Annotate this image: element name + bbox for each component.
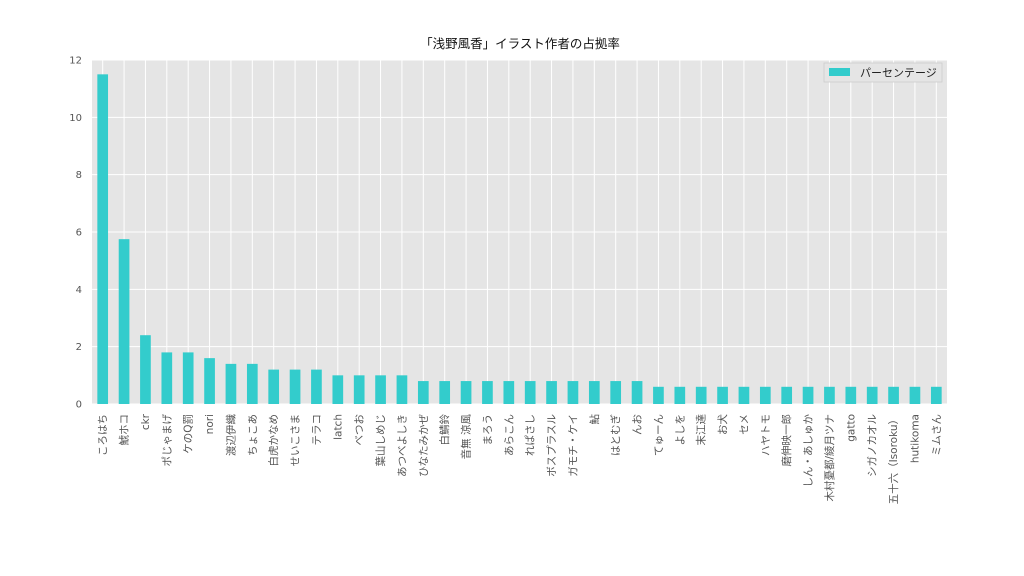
bar [460,381,472,404]
x-tick-label: hutikoma [909,414,921,463]
bar [631,381,643,404]
x-tick-label: 木村憂都/綾月ツナ [823,414,836,502]
bar [246,363,258,404]
bar [182,352,194,404]
x-tick-label: ボスプラスル [546,414,558,477]
bar [353,375,365,404]
bar [482,381,493,404]
x-tick-label: 渡辺伊織 [224,414,237,456]
bar [759,386,771,404]
bar [674,386,686,404]
bar [695,386,707,404]
x-tick-label: ミムさん [931,414,943,456]
bar [546,381,557,404]
x-tick-label: テラコ [311,414,323,446]
x-tick-label: れぱさし [525,414,537,456]
x-tick-label: 白虎かなめ [267,414,280,467]
bar [866,386,878,404]
x-tick-label: ころはち [97,414,109,456]
bar [610,381,622,404]
bar [161,352,173,404]
x-axis-ticks: ころはち 鯱ホコ ckr ポじゃまげ ケのQ罰 nori 渡辺伊織 ちょこあ 白虎かなめ せいこさ… [97,413,943,504]
x-tick-label: よしを [674,414,686,446]
x-tick-label: お犬 [716,414,729,435]
x-tick-label: nori [204,414,216,434]
bar [781,386,793,404]
bar [204,358,215,404]
bar [824,386,835,404]
bar [930,386,942,404]
bar [289,369,301,404]
x-tick-label: 鯱ホコ [118,414,131,446]
legend: パーセンテージ [823,62,943,83]
x-tick-label: まろう [482,414,494,446]
bar [268,369,280,404]
y-tick-label: 10 [69,113,82,124]
x-tick-label: ケのQ罰 [183,414,195,454]
x-tick-label: んお [632,414,644,435]
bar [439,381,451,404]
x-tick-label: てゅーん [653,414,665,456]
bar [97,74,109,404]
x-tick-label: 五十六（Isoroku） [887,414,900,504]
x-tick-label: 白鯖鈴 [438,414,451,446]
x-tick-label: しん・あしゅか [803,414,815,488]
bar [588,381,600,404]
x-tick-label: ちょこあ [247,414,259,456]
y-tick-label: 8 [76,170,82,181]
x-tick-label: gatto [845,414,857,442]
grid-lines [92,59,947,405]
x-tick-label: ガモチ・ケイ [567,414,579,477]
bar [396,375,408,404]
chart-title: 「浅野風香」イラスト作者の占拠率 [420,36,620,51]
bar [225,363,237,404]
bar [375,375,386,404]
legend-label: パーセンテージ [860,67,937,80]
bar [140,335,151,404]
bar [118,239,130,404]
x-tick-label: べつお [354,414,366,446]
x-tick-label: はとむぎ [609,414,622,456]
legend-swatch [829,68,850,76]
x-tick-label: あらこん [503,414,515,456]
bar [567,381,579,404]
y-tick-label: 12 [69,56,82,67]
x-tick-label: 音無 涼風 [460,414,473,460]
bar [653,386,664,404]
x-tick-label: ckr [140,413,152,430]
bar [503,381,515,404]
x-tick-label: 鮎 [588,414,601,425]
bar [802,386,814,404]
y-tick-label: 6 [76,228,82,239]
bar [738,386,750,404]
y-tick-label: 2 [76,342,82,353]
bar [311,369,322,404]
bar [524,381,536,404]
x-tick-label: ハヤトモ [760,414,772,456]
x-tick-label: latch [332,414,344,440]
bars [97,74,942,404]
x-tick-label: 葉山しめじ [374,414,387,467]
x-tick-label: 磨伸映一郎 [780,414,793,467]
y-axis-ticks: 0 2 4 6 8 10 12 [69,56,82,411]
bar [888,386,899,404]
bar [332,375,344,404]
bar [717,386,728,404]
x-tick-label: あつべよしき [396,414,408,477]
x-tick-label: 末江達 [695,414,708,446]
x-tick-label: セメ [738,414,750,435]
x-tick-label: シガノカオル [867,414,879,477]
bar [417,381,429,404]
bar [845,386,857,404]
x-tick-label: ひなたみかぜ [418,414,430,477]
x-tick-label: せいこさま [290,414,302,467]
legend-frame [823,62,943,83]
bar [909,386,921,404]
y-tick-label: 4 [76,285,82,296]
x-tick-label: ポじゃまげ [161,414,173,467]
y-tick-label: 0 [76,400,82,411]
